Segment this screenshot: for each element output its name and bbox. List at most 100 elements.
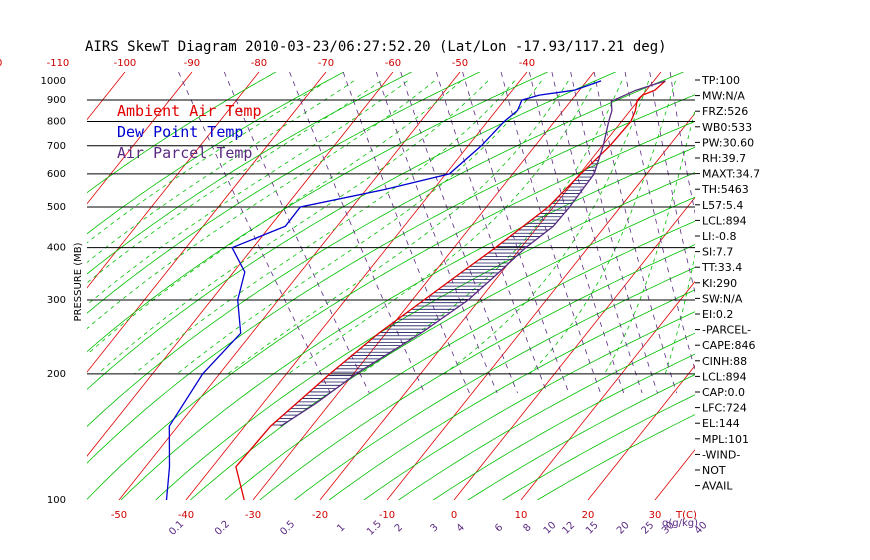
index-value: EL:144: [702, 417, 740, 430]
dry-adiabat-line: [87, 72, 480, 314]
pressure-tick: 500: [47, 202, 66, 213]
mixing-ratio-line: [375, 72, 498, 394]
dry-adiabat-line: [155, 172, 695, 500]
index-value: LCL:894: [702, 370, 747, 383]
pressure-lines: [87, 99, 695, 375]
index-value: LCL:894: [702, 214, 747, 227]
mixing-ratio-tick: 3: [428, 522, 440, 534]
mixing-ratio-tick: 10: [542, 520, 559, 537]
isotherm-line: [587, 365, 695, 500]
temp-tick-top: -50: [452, 58, 468, 69]
moist-adiabat-line: [444, 80, 650, 375]
pressure-tick: 800: [47, 116, 66, 127]
index-value: SI:7.7: [702, 246, 733, 259]
dry-adiabat-line: [87, 72, 344, 235]
index-value: CAPE:846: [702, 339, 756, 352]
temp-tick-bottom: -50: [111, 510, 127, 521]
mixing-ratio-line: [178, 72, 331, 394]
mixing-ratio-tick: 2: [393, 522, 405, 534]
temp-unit-label: T(C): [675, 510, 697, 521]
index-value: SW:N/A: [702, 292, 743, 305]
mixing-ratio-line: [436, 72, 548, 394]
temp-tick-top: -100: [114, 58, 137, 69]
isotherm-line: [0, 72, 58, 500]
mixing-ratio-tick: 25: [640, 520, 657, 537]
mixing-ratio-line: [528, 72, 625, 394]
sounding-indices: TP:100 MW:N/A FRZ:526 WB0:533 PW:30.60 RH:39.…: [695, 74, 760, 493]
index-value: -PARCEL-: [702, 324, 751, 337]
temp-tick-top: -60: [385, 58, 401, 69]
index-value: MPL:101: [702, 433, 749, 446]
index-value: FRZ:526: [702, 105, 748, 118]
dry-adiabat-line: [259, 244, 695, 500]
index-value: -WIND-: [702, 448, 740, 461]
temp-tick-bottom: 0: [451, 510, 457, 521]
mixing-ratio-line: [223, 72, 370, 394]
moist-adiabat-line: [87, 80, 408, 306]
pressure-tick: 700: [47, 141, 66, 152]
legend-item-1: Dew Point Temp: [117, 123, 243, 141]
isotherm-line: [789, 72, 870, 500]
index-value: L57:5.4: [702, 199, 743, 212]
mixing-ratio-tick: 0.5: [278, 519, 297, 538]
mixing-ratio-line: [570, 72, 658, 394]
mixing-ratio-tick: 15: [584, 520, 601, 537]
mixing-ratio-tick: 1: [335, 522, 347, 534]
isotherm-line: [856, 72, 870, 500]
temp-tick-top: -120: [0, 58, 2, 69]
dry-adiabat-line: [294, 266, 695, 500]
dry-adiabat-line: [363, 311, 695, 500]
index-value: PW:30.60: [702, 136, 754, 149]
mixing-ratio-line: [462, 72, 570, 394]
mixing-ratio-line: [500, 72, 601, 394]
dry-adiabat-line: [87, 72, 277, 194]
index-value: MW:N/A: [702, 90, 745, 103]
chart-title: AIRS SkewT Diagram 2010-03-23/06:27:52.2…: [85, 39, 667, 55]
isotherm-line: [87, 72, 327, 373]
dry-adiabat-line: [87, 72, 616, 390]
temp-tick-top: -110: [47, 58, 70, 69]
index-value: WB0:533: [702, 121, 752, 134]
index-value: CINH:88: [702, 355, 747, 368]
moist-adiabat-line: [288, 80, 596, 375]
index-value: TT:33.4: [701, 261, 742, 274]
moist-adiabat-line: [87, 80, 328, 244]
mixing-ratio-tick: 8: [521, 522, 533, 534]
temp-tick-bottom: -20: [312, 510, 328, 521]
legend-item-2: Air Parcel Temp: [117, 144, 252, 162]
dry-adiabat-line: [120, 146, 695, 500]
index-value: LFC:724: [702, 402, 747, 415]
cape-hatching: [271, 156, 600, 426]
index-value: LI:-0.8: [702, 230, 737, 243]
index-value: TP:100: [701, 74, 740, 87]
index-value: RH:39.7: [702, 152, 746, 165]
moist-adiabat-line: [664, 253, 695, 374]
profile-line-0: [235, 80, 666, 500]
index-value: AVAIL: [702, 480, 733, 493]
temp-tick-bottom: 20: [582, 510, 595, 521]
temp-tick-top: -80: [251, 58, 267, 69]
mixing-ratio-tick: 0.2: [213, 519, 232, 538]
profile-lines: [165, 80, 666, 500]
dry-adiabat-line: [87, 72, 548, 353]
dry-adiabat-line: [224, 220, 695, 500]
mixing-ratio-tick: 4: [455, 522, 467, 534]
pressure-tick: 1000: [41, 76, 66, 87]
moist-adiabat-line: [227, 80, 569, 375]
temp-tick-top: -70: [318, 58, 334, 69]
temp-tick-bottom: -10: [379, 510, 395, 521]
dry-adiabat-line: [328, 289, 695, 500]
pressure-tick: 300: [47, 295, 66, 306]
moist-adiabat-line: [177, 80, 542, 375]
temp-tick-bottom: 30: [649, 510, 662, 521]
index-value: TH:5463: [701, 183, 749, 196]
temp-tick-bottom: -30: [245, 510, 261, 521]
legend: Ambient Air Temp Dew Point Temp Air Parcel…: [117, 102, 262, 162]
isotherm-line: [252, 72, 595, 500]
y-axis-label: PRESSURE (MB): [73, 242, 84, 321]
mixing-ratio-tick: 6: [493, 522, 505, 534]
index-value: CAP:0.0: [702, 386, 745, 399]
mixing-ratio-line: [342, 72, 470, 394]
isotherm-line: [87, 72, 126, 121]
